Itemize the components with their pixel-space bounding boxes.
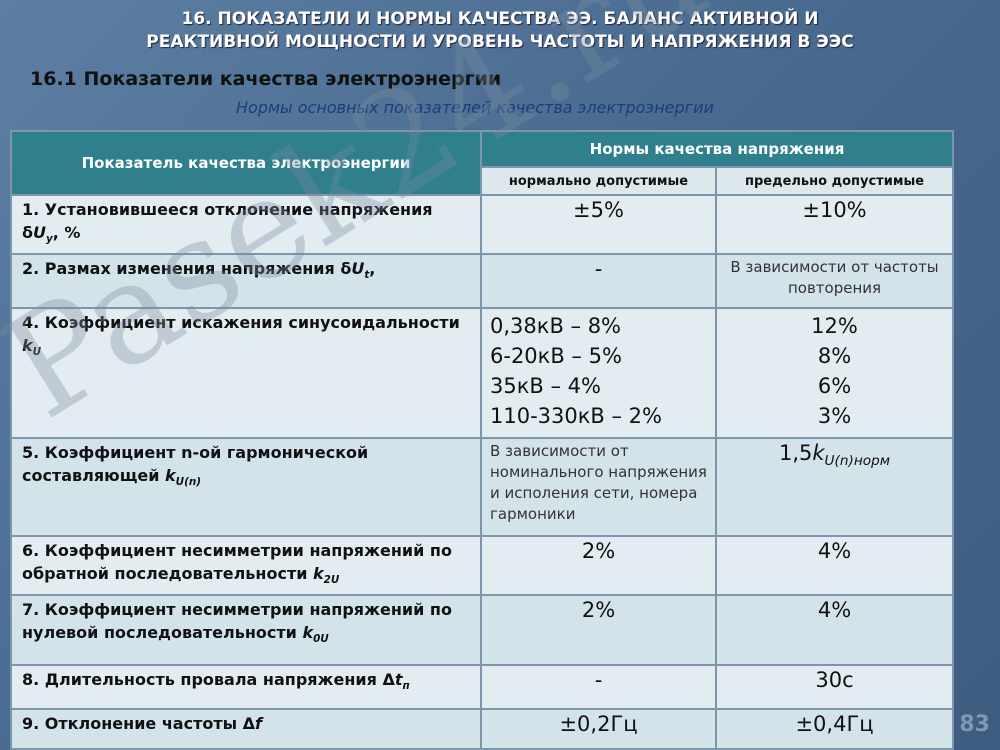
symbol: U [33,223,46,242]
value-cell: 12% 8% 6% 3% [714,307,955,440]
value-cell: ±0,2Гц [480,708,717,750]
text: 1,5 [778,441,813,466]
table-row: 6. Коэффициент несимметрии напряжений по… [10,535,955,597]
value-cell: ±10% [714,193,955,256]
value-line: 6% [817,374,852,399]
value-cell: 1,5kU(n)норм [714,437,955,538]
header-cell: Нормы качества напряжения [479,130,955,168]
text: 5. Коэффициент n-ой гармонической состав… [22,443,369,486]
subtitle: Нормы основных показателей качества элек… [236,98,714,117]
subscript: U [32,346,42,359]
subscript: U(n) [175,476,202,489]
symbol: U [351,259,365,279]
value-cell: - [480,253,717,310]
text: 8. Длительность провала напряжения Δ [22,670,395,690]
value-line: 8% [817,344,852,369]
indicator-cell: 8. Длительность провала напряжения Δtп [10,664,482,711]
suffix: , % [52,223,81,242]
value-cell: ±5% [480,193,717,256]
header-cell: предельно допустимые [714,166,955,196]
text: 6. Коэффициент несимметрии напряжений по… [22,541,452,584]
value-cell: 2% [480,535,717,597]
value-cell: 4% [714,535,955,597]
value-line: 6-20кВ – 5% [490,344,622,369]
value-cell: 30с [714,664,955,711]
value-cell: 0,38кВ – 8% 6-20кВ – 5% 35кВ – 4% 110-330кВ… [480,307,717,440]
page-number: 83 [959,712,990,737]
indicator-cell: 6. Коэффициент несимметрии напряжений по… [10,535,482,597]
symbol: k [812,441,825,466]
indicator-cell: 7. Коэффициент несимметрии напряжений по… [10,594,482,667]
value-line: 110-330кВ – 2% [490,404,662,429]
header-cell: нормально допустимые [480,166,717,196]
indicator-cell: 5. Коэффициент n-ой гармонической состав… [10,437,482,538]
symbol: k [22,336,33,356]
symbol: k [302,623,314,643]
value-cell: В зависимости от частоты повторения [714,253,955,310]
value-cell: 4% [714,594,955,667]
text: 9. Отклонение частоты Δ [22,714,256,734]
title-line: 16. ПОКАЗАТЕЛИ И НОРМЫ КАЧЕСТВА ЭЭ. БАЛА… [181,9,819,29]
text: 1. Установившееся отклонение напряжения … [22,200,433,242]
symbol: k [165,466,176,486]
table-row: 4. Коэффициент искажения синусоидальност… [10,307,955,440]
table-row: 5. Коэффициент n-ой гармонической состав… [10,437,955,538]
subscript: t [364,269,370,282]
text: 7. Коэффициент несимметрии напряжений по… [22,600,452,643]
table-row: 8. Длительность провала напряжения Δtп -3… [10,664,955,711]
text: 2. Размах изменения напряжения δ [22,259,352,279]
symbol: t [394,670,403,690]
value-line: 35кВ – 4% [490,374,601,399]
value-line: 3% [817,404,852,429]
indicator-cell: 9. Отклонение частоты Δf [10,708,482,750]
symbol: k [313,564,324,584]
value-cell: ±0,4Гц [714,708,955,750]
header-cell: Показатель качества электроэнергии [10,130,482,196]
indicator-cell: 4. Коэффициент искажения синусоидальност… [10,307,482,440]
suffix: , [369,259,376,279]
table-row: 9. Отклонение частоты Δf ±0,2Гц ±0,4Гц [10,708,955,750]
value-cell: В зависимости от номинального напряжения… [480,437,717,538]
table-row: 2. Размах изменения напряжения δUt, - В за… [10,253,955,310]
value-line: 12% [811,314,858,339]
quality-table: Показатель качества электроэнергии Нормы… [10,130,955,750]
subscript: y [46,233,53,246]
indicator-cell: 2. Размах изменения напряжения δUt, [10,253,482,310]
text: 4. Коэффициент искажения синусоидальност… [22,313,460,333]
title-line: РЕАКТИВНОЙ МОЩНОСТИ И УРОВЕНЬ ЧАСТОТЫ И … [146,32,854,52]
title: 16. ПОКАЗАТЕЛИ И НОРМЫ КАЧЕСТВА ЭЭ. БАЛА… [0,8,1000,54]
indicator-cell: 1. Установившееся отклонение напряжения … [10,193,482,256]
subscript: п [402,680,410,693]
table-row: 7. Коэффициент несимметрии напряжений по… [10,594,955,667]
table-row: 1. Установившееся отклонение напряжения … [10,193,955,256]
symbol: f [255,714,263,734]
subscript: 2U [323,574,340,587]
subscript: 0U [313,633,329,646]
section-heading: 16.1 Показатели качества электроэнергии [30,68,502,90]
subscript: U(n)норм [824,453,891,470]
value-cell: 2% [480,594,717,667]
value-cell: - [480,664,717,711]
value-line: 0,38кВ – 8% [490,314,622,339]
